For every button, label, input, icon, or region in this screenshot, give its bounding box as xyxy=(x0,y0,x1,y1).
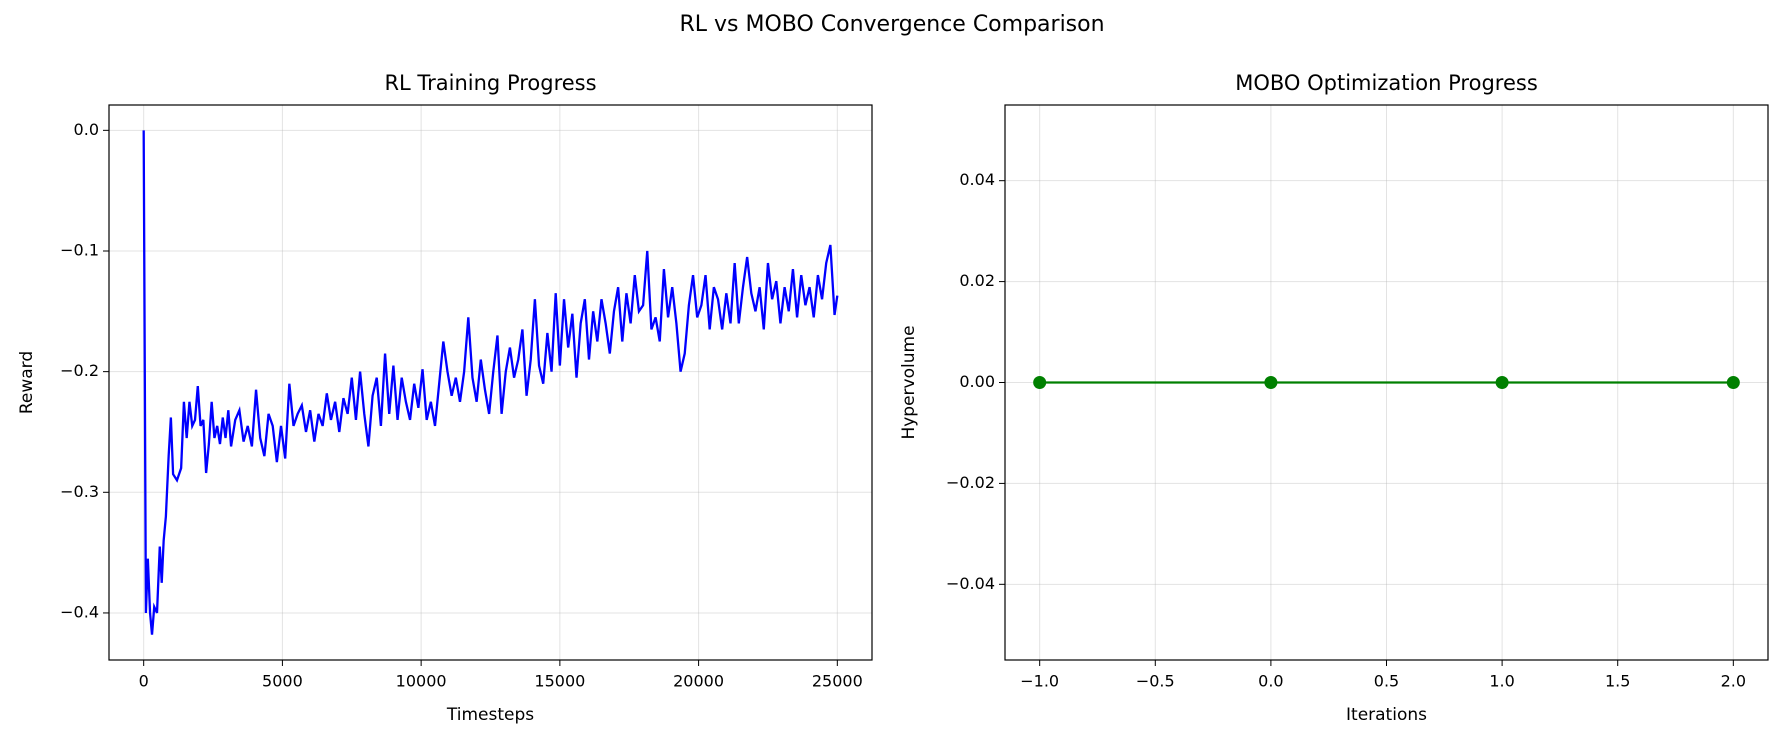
y-tick-label: −0.2 xyxy=(60,361,99,380)
subplot-title: MOBO Optimization Progress xyxy=(1235,71,1538,95)
data-point xyxy=(1495,376,1509,389)
data-point xyxy=(1726,376,1740,389)
y-tick-label: −0.3 xyxy=(60,482,99,501)
y-tick-label: −0.1 xyxy=(60,240,99,259)
subplot: 0 5000 10000 15000 20000 25000 0.0 −0.1 −0.2 −0.3… xyxy=(17,71,873,725)
x-tick-label: 1.0 xyxy=(1489,672,1514,691)
x-tick-label: 0.5 xyxy=(1374,672,1399,691)
axes-frame xyxy=(108,104,873,661)
data-line xyxy=(142,130,839,635)
y-axis-label: Hypervolume xyxy=(899,325,919,439)
data-point xyxy=(1264,376,1278,389)
y-tick-label: 0.0 xyxy=(74,120,99,139)
x-axis-label: Timesteps xyxy=(446,705,534,725)
x-tick-label: 2.0 xyxy=(1721,672,1746,691)
y-tick-label: −0.02 xyxy=(946,473,995,492)
y-tick-label: 0.04 xyxy=(959,170,995,189)
x-tick-label: 0.0 xyxy=(1258,672,1283,691)
x-tick-label: 5000 xyxy=(262,672,303,691)
x-tick-label: 25000 xyxy=(812,672,863,691)
x-tick-label: −0.5 xyxy=(1136,672,1175,691)
figure-title: RL vs MOBO Convergence Comparison xyxy=(679,12,1104,37)
x-tick-label: 10000 xyxy=(396,672,447,691)
subplot: −1.0 −0.5 0.0 0.5 1.0 1.5 2.0 −0.04 −0.02 0.00 0.0… xyxy=(899,71,1769,725)
axes-frame xyxy=(1004,104,1769,661)
x-tick-label: 15000 xyxy=(534,672,585,691)
x-axis-label: Iterations xyxy=(1346,705,1427,725)
y-axis-label: Reward xyxy=(17,351,37,414)
y-tick-label: 0.02 xyxy=(959,271,995,290)
data-point xyxy=(1033,376,1047,389)
y-tick-label: −0.04 xyxy=(946,574,995,593)
subplot-title: RL Training Progress xyxy=(384,71,596,95)
x-tick-label: 0 xyxy=(139,672,149,691)
y-tick-label: −0.4 xyxy=(60,602,99,621)
x-tick-label: −1.0 xyxy=(1020,672,1059,691)
x-tick-label: 20000 xyxy=(673,672,724,691)
y-tick-label: 0.00 xyxy=(959,372,995,391)
x-tick-label: 1.5 xyxy=(1605,672,1630,691)
